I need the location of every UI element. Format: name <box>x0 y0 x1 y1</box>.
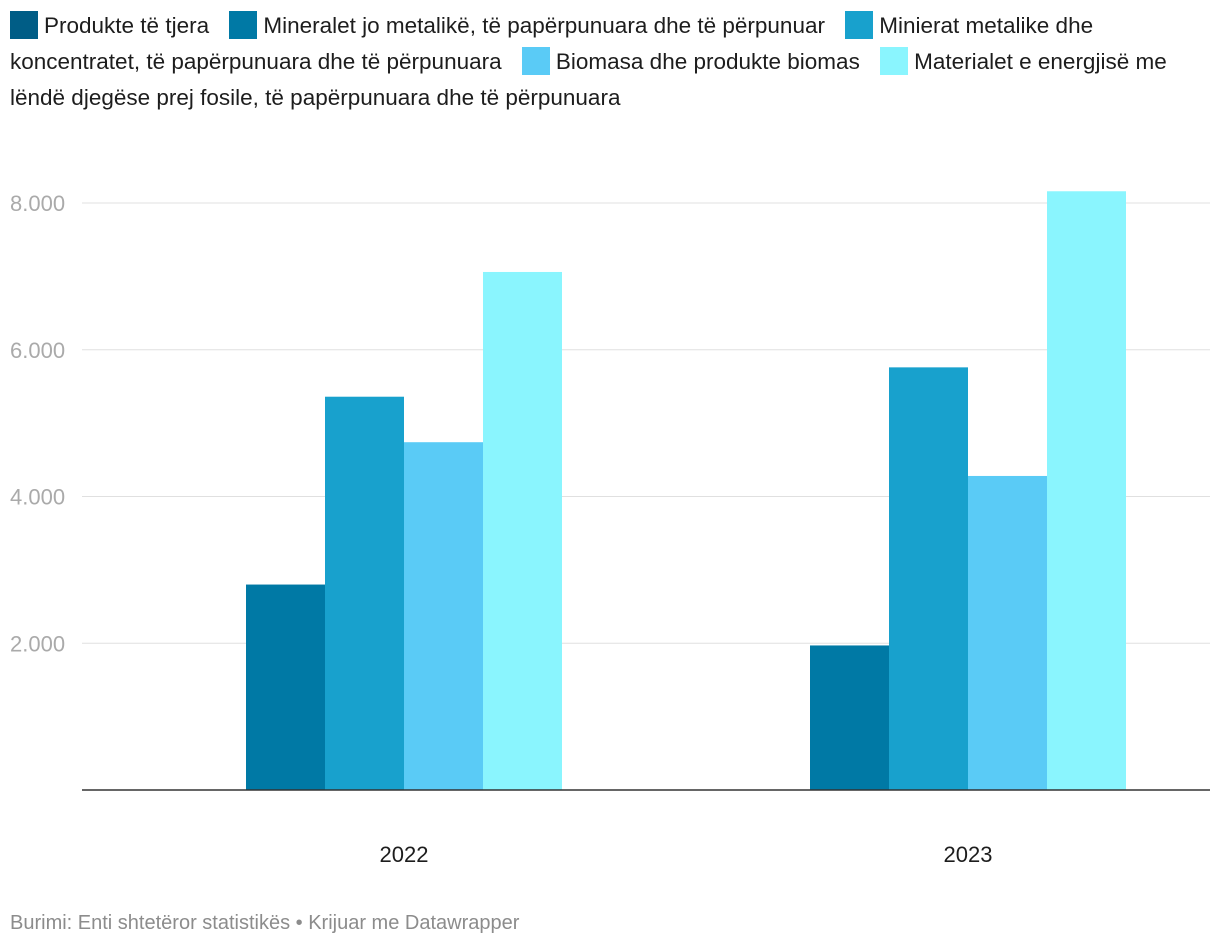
y-tick-label: 2.000 <box>10 631 65 656</box>
bar-2022 <box>325 396 404 790</box>
bar-2023 <box>1047 191 1126 790</box>
legend-swatch <box>10 11 38 39</box>
legend-item: Produkte të tjera <box>10 11 210 39</box>
bar-2023 <box>889 367 968 790</box>
bar-2022 <box>483 271 562 790</box>
legend-label: Biomasa dhe produkte biomas <box>555 49 860 74</box>
legend-label: Mineralet jo metalikë, të papërpunuara d… <box>263 13 825 38</box>
x-tick-label: 2023 <box>944 842 993 867</box>
legend-swatch <box>880 47 909 75</box>
legend-item: Biomasa dhe produkte biomas <box>521 47 860 75</box>
y-tick-label: 4.000 <box>10 485 65 510</box>
legend-label: Materialet e energjisë me lëndë djegëse … <box>10 49 1167 110</box>
legend-item: Mineralet jo metalikë, të papërpunuara d… <box>229 11 825 39</box>
y-tick-label: 6.000 <box>10 338 65 363</box>
legend-swatch <box>845 11 874 39</box>
bar-2023 <box>968 475 1047 790</box>
legend-item: Minierat metalike dhe koncentratet, të p… <box>10 11 1094 74</box>
y-tick-label: 8.000 <box>10 191 65 216</box>
legend-swatch <box>229 11 258 39</box>
legend-swatch <box>521 47 550 75</box>
x-tick-label: 2022 <box>380 842 429 867</box>
bar-2022 <box>404 442 483 790</box>
legend-label: Minierat metalike dhe koncentratet, të p… <box>10 13 1094 74</box>
legend-label: Produkte të tjera <box>44 13 210 38</box>
source-footer: Burimi: Enti shtetëror statistikës • Kri… <box>10 912 520 934</box>
bar-2023 <box>810 645 889 790</box>
legend-item: Materialet e energjisë me lëndë djegëse … <box>10 47 1167 110</box>
chart-legend: Produkte të tjera Mineralet jo metalikë,… <box>10 8 1215 116</box>
bar-2022 <box>246 584 325 790</box>
